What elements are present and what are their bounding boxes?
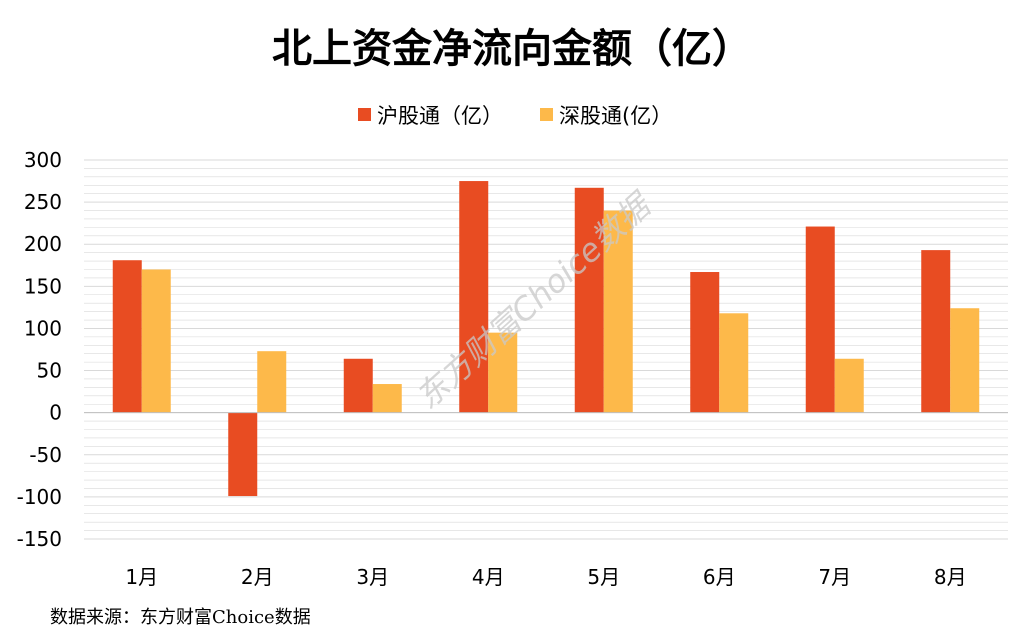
legend: 沪股通（亿） 深股通(亿） xyxy=(358,104,672,128)
y-tick-label: 50 xyxy=(37,359,62,383)
chart-title: 北上资金净流向金额（亿） xyxy=(272,26,752,72)
bar-shenzhen-connect-1 xyxy=(141,269,171,413)
x-tick-label: 5月 xyxy=(587,565,620,589)
bar-shanghai-connect-6 xyxy=(690,272,720,413)
y-tick-label: -100 xyxy=(17,485,62,509)
bar-shenzhen-connect-3 xyxy=(372,384,402,413)
x-tick-label: 2月 xyxy=(241,565,274,589)
x-tick-label: 6月 xyxy=(703,565,736,589)
bar-shenzhen-connect-2 xyxy=(257,351,287,413)
grid-lines xyxy=(84,159,1008,540)
bar-shanghai-connect-4 xyxy=(459,181,489,413)
x-tick-label: 4月 xyxy=(472,565,505,589)
x-axis-ticks: 1月 2月 3月 4月 5月 6月 7月 8月 xyxy=(125,565,966,589)
bar-shanghai-connect-8 xyxy=(921,250,951,413)
bar-shenzhen-connect-6 xyxy=(719,313,749,413)
y-tick-label: 150 xyxy=(24,274,62,298)
bar-shenzhen-connect-4 xyxy=(488,332,518,413)
y-tick-label: -50 xyxy=(29,443,62,467)
source-note: 数据来源：东方财富Choice数据 xyxy=(50,607,311,628)
y-tick-label: -150 xyxy=(17,527,62,551)
y-tick-label: 250 xyxy=(24,190,62,214)
bar-shanghai-connect-5 xyxy=(574,187,604,413)
y-axis-ticks: 300 250 200 150 100 50 0 -50 -100 -150 xyxy=(17,148,62,551)
legend-label-shenzhen-connect: 深股通(亿） xyxy=(559,104,672,128)
x-tick-label: 7月 xyxy=(818,565,851,589)
y-tick-label: 0 xyxy=(49,401,62,425)
legend-swatch-shanghai-connect xyxy=(358,108,371,121)
legend-swatch-shenzhen-connect xyxy=(540,108,553,121)
x-tick-label: 3月 xyxy=(356,565,389,589)
bar-shenzhen-connect-7 xyxy=(834,358,864,413)
bar-shanghai-connect-7 xyxy=(805,226,835,413)
bar-shenzhen-connect-5 xyxy=(603,210,633,413)
bar-shenzhen-connect-8 xyxy=(950,308,980,413)
bars xyxy=(112,181,980,497)
x-tick-label: 1月 xyxy=(125,565,158,589)
bar-shanghai-connect-3 xyxy=(343,358,373,413)
plot-area: 300 250 200 150 100 50 0 -50 -100 -150 1月 2月 3月 4月 5月… xyxy=(17,148,1008,589)
y-tick-label: 100 xyxy=(24,316,62,340)
bar-shanghai-connect-1 xyxy=(112,260,142,413)
legend-label-shanghai-connect: 沪股通（亿） xyxy=(377,104,503,128)
x-tick-label: 8月 xyxy=(934,565,967,589)
bar-shanghai-connect-2 xyxy=(228,412,258,497)
y-tick-label: 300 xyxy=(24,148,62,172)
y-tick-label: 200 xyxy=(24,232,62,256)
